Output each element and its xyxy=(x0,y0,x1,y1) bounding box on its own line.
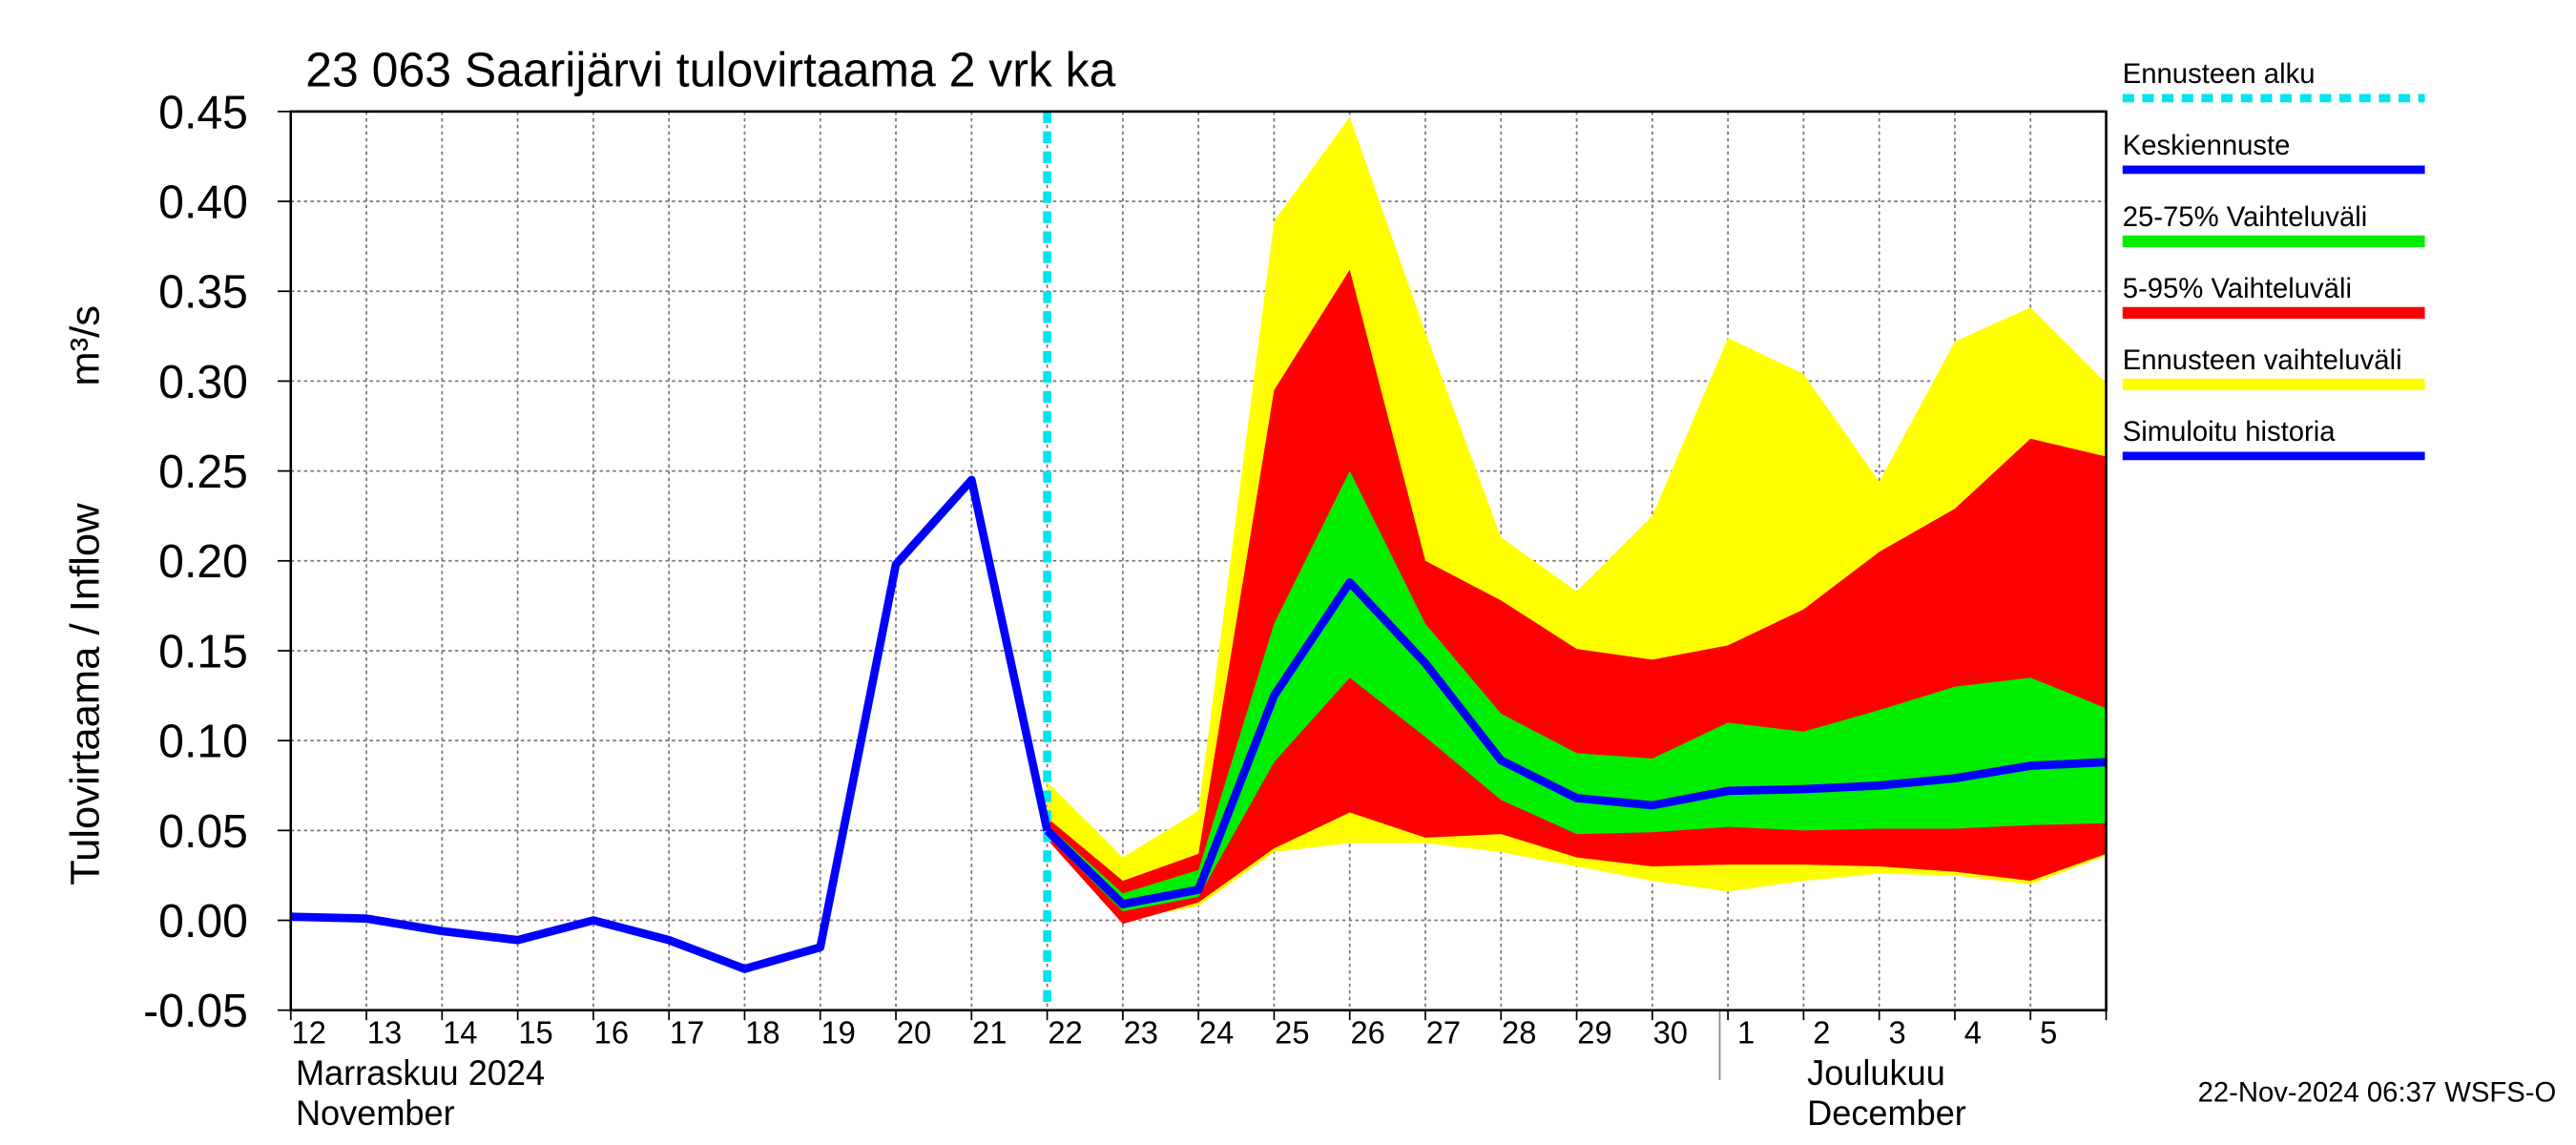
x-tick-label: 24 xyxy=(1199,1014,1234,1050)
month-label: December xyxy=(1807,1093,1966,1133)
x-tick-label: 16 xyxy=(594,1014,629,1050)
plot-frame xyxy=(289,110,2108,1012)
y-tick-label: 0.00 xyxy=(158,896,248,947)
line xyxy=(1044,578,2107,908)
x-tick-label: 17 xyxy=(670,1014,704,1050)
x-tick-label: 3 xyxy=(1889,1014,1906,1050)
y-tick-label: 0.10 xyxy=(158,716,248,767)
band xyxy=(1047,470,2107,912)
y-tick-label: 0.20 xyxy=(158,536,248,588)
legend-label: Simuloitu historia xyxy=(2123,416,2336,448)
x-tick-label: 25 xyxy=(1275,1014,1309,1050)
x-tick-label: 15 xyxy=(518,1014,552,1050)
y-tick-label: 0.30 xyxy=(158,357,248,408)
x-tick-label: 4 xyxy=(1964,1014,1982,1050)
x-tick-label: 21 xyxy=(972,1014,1007,1050)
x-tick-label: 1 xyxy=(1737,1014,1755,1050)
line xyxy=(290,475,1051,973)
x-tick-label: 14 xyxy=(443,1014,477,1050)
legend-label: Keskiennuste xyxy=(2123,130,2291,161)
y-tick-label: -0.05 xyxy=(143,986,248,1037)
x-tick-label: 22 xyxy=(1048,1014,1082,1050)
x-tick-label: 26 xyxy=(1350,1014,1384,1050)
x-tick-label: 29 xyxy=(1577,1014,1611,1050)
y-tick-label: 0.35 xyxy=(158,266,248,318)
month-label: November xyxy=(296,1093,455,1133)
footer: 22-Nov-2024 06:37 WSFS-O xyxy=(2198,1076,2557,1108)
x-tick-label: 12 xyxy=(292,1014,326,1050)
x-tick-label: 28 xyxy=(1502,1014,1536,1050)
x-tick-label: 27 xyxy=(1426,1014,1461,1050)
y-axis-label: Tulovirtaama / Inflow xyxy=(63,503,109,885)
month-label: Joulukuu xyxy=(1807,1053,1945,1093)
x-tick-label: 5 xyxy=(2040,1014,2057,1050)
x-tick-label: 20 xyxy=(897,1014,931,1050)
legend-label: 5-95% Vaihteluväli xyxy=(2123,273,2352,304)
x-tick-label: 18 xyxy=(745,1014,779,1050)
y-tick-label: 0.45 xyxy=(158,87,248,138)
y-tick-label: 0.40 xyxy=(158,177,248,228)
x-tick-label: 30 xyxy=(1653,1014,1688,1050)
chart-title: 23 063 Saarijärvi tulovirtaama 2 vrk ka xyxy=(305,43,1115,96)
month-label: Marraskuu 2024 xyxy=(296,1053,545,1093)
legend-label: Ennusteen vaihteluväli xyxy=(2123,344,2402,376)
legend: Ennusteen alku Keskiennuste 25-75% Vaihtel… xyxy=(2122,58,2425,461)
y-tick-label: 0.05 xyxy=(158,806,248,858)
plot-area: -0.05 0.00 0.05 0.10 0.15 0.20 0.25 0.30 0.35 0.4… xyxy=(143,87,2108,1080)
x-tick-label: 23 xyxy=(1124,1014,1158,1050)
x-tick-label: 19 xyxy=(821,1014,856,1050)
legend-label: 25-75% Vaihteluväli xyxy=(2123,201,2367,233)
x-tick-label: 2 xyxy=(1813,1014,1830,1050)
y-tick-label: 0.15 xyxy=(158,626,248,677)
x-tick-label: 13 xyxy=(367,1014,402,1050)
legend-label: Ennusteen alku xyxy=(2123,58,2316,90)
y-tick-label: 0.25 xyxy=(158,447,248,498)
y-axis-unit: m³/s xyxy=(63,305,109,386)
